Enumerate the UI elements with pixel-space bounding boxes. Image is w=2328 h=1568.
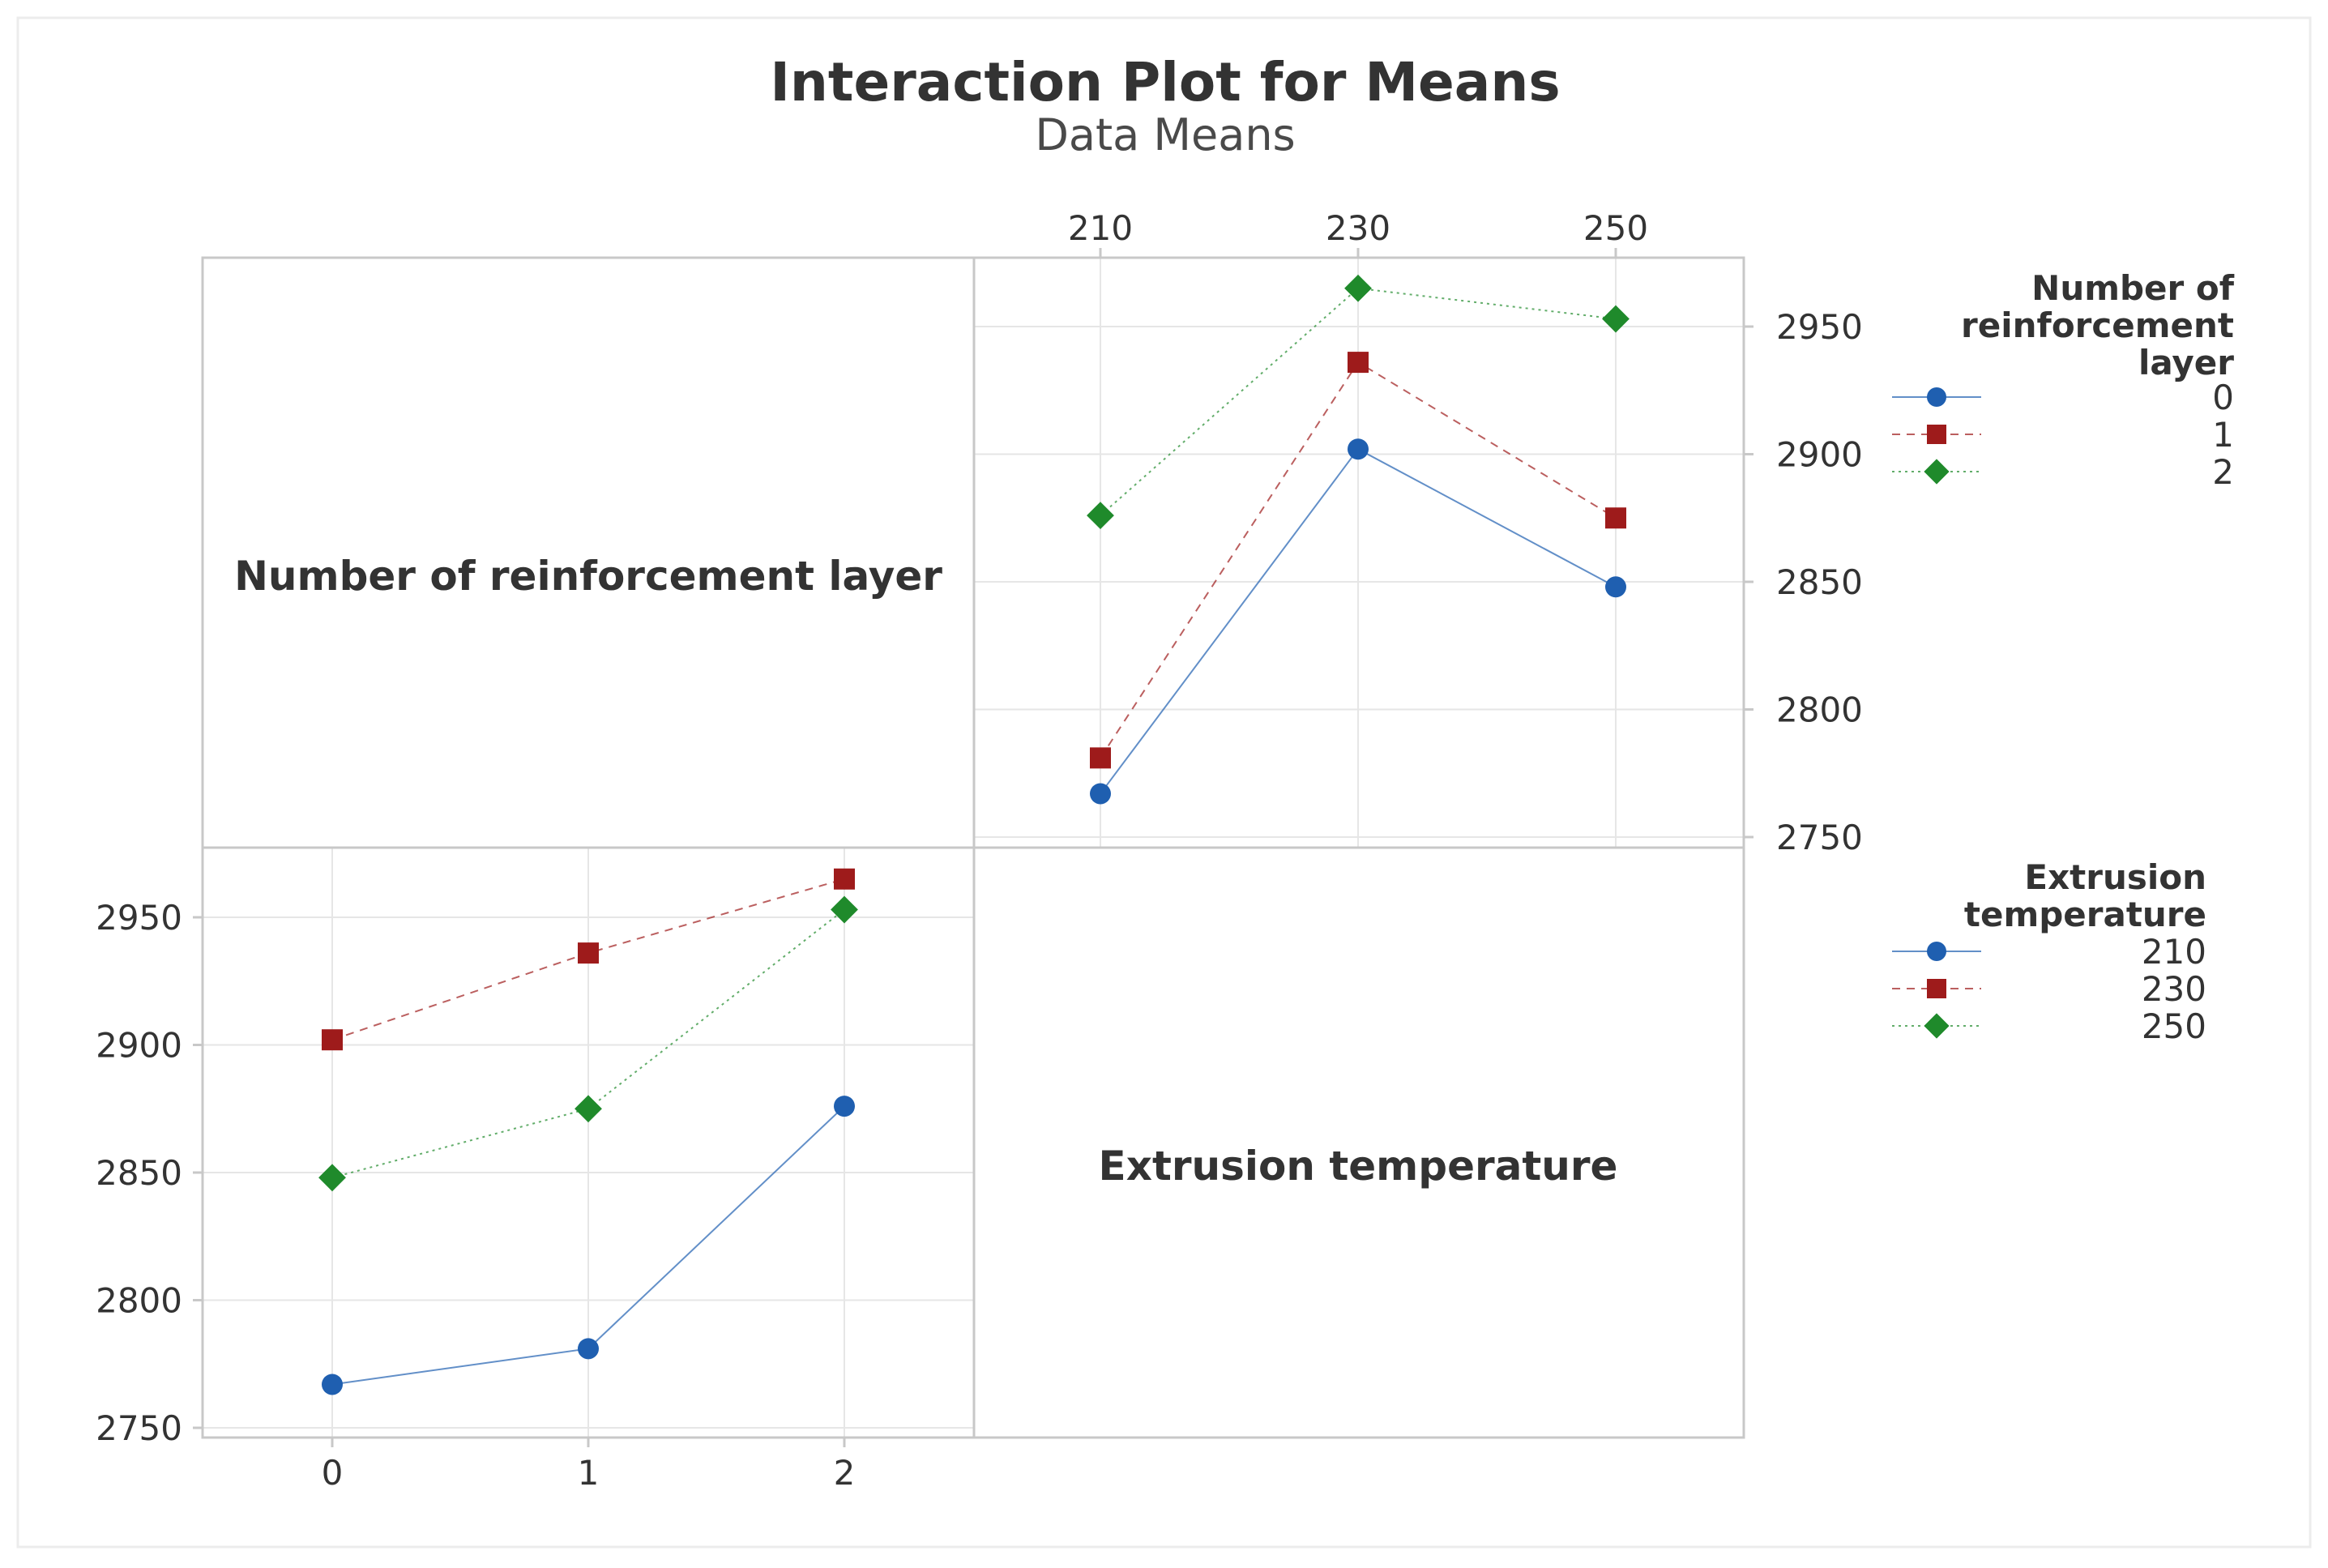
top-point-2-210 <box>1087 502 1114 529</box>
chart-title: Interaction Plot for Means <box>770 51 1560 113</box>
temp-legend-label-230: 230 <box>2142 969 2206 1009</box>
top-x-tick-label-210: 210 <box>1068 208 1133 248</box>
top-y-tick-label-2850: 2850 <box>1776 562 1863 602</box>
temp-legend-label-250: 250 <box>2142 1006 2206 1046</box>
temp-legend-marker-210 <box>1927 942 1946 961</box>
top-point-2-230 <box>1344 274 1372 302</box>
top-point-0-230 <box>1348 438 1369 460</box>
bottom-point-230-0 <box>322 1029 343 1051</box>
top-point-1-250 <box>1605 507 1626 529</box>
bottom-y-tick-label-2900: 2900 <box>96 1026 182 1066</box>
layer-legend-label-1: 1 <box>2212 415 2234 455</box>
bottom-x-tick-label-1: 1 <box>578 1453 600 1493</box>
bottom-point-210-1 <box>578 1338 599 1360</box>
bottom-series-line-250 <box>331 908 845 1179</box>
top-x-tick-label-230: 230 <box>1326 208 1390 248</box>
top-point-0-250 <box>1605 576 1626 598</box>
bottom-y-tick-label-2850: 2850 <box>96 1153 182 1193</box>
temp-legend-label-210: 210 <box>2142 932 2206 972</box>
temp-legend-marker-230 <box>1927 979 1946 998</box>
layer-legend-marker-0 <box>1927 387 1946 407</box>
bottom-x-tick-label-0: 0 <box>322 1453 344 1493</box>
temp-legend-title-line-1: temperature <box>1964 895 2206 934</box>
layer-legend-marker-2 <box>1924 459 1950 485</box>
layer-legend-label-2: 2 <box>2212 452 2234 492</box>
layer-legend-label-0: 0 <box>2212 378 2234 417</box>
layer-legend-title-line-2: layer <box>2138 343 2234 382</box>
bottom-y-tick-label-2750: 2750 <box>96 1408 182 1448</box>
bottom-point-210-2 <box>834 1096 855 1117</box>
bottom-point-230-1 <box>578 942 599 964</box>
top-y-tick-label-2900: 2900 <box>1776 435 1863 475</box>
top-point-1-230 <box>1348 352 1369 374</box>
top-point-1-210 <box>1090 747 1111 769</box>
top-x-tick-label-250: 250 <box>1583 208 1648 248</box>
top-point-2-250 <box>1602 305 1630 333</box>
top-y-tick-label-2950: 2950 <box>1776 307 1863 347</box>
bottom-x-tick-label-2: 2 <box>834 1453 856 1493</box>
layer-legend-marker-1 <box>1927 425 1946 444</box>
layer-legend-title-line-1: reinforcement <box>1961 305 2234 345</box>
bottom-point-210-0 <box>322 1374 343 1395</box>
layer-legend-title-line-0: Number of <box>2031 268 2235 308</box>
bottom-point-250-0 <box>318 1164 346 1192</box>
chart-subtitle: Data Means <box>1035 109 1295 160</box>
temp-legend-marker-250 <box>1924 1013 1950 1039</box>
bottom-y-tick-label-2800: 2800 <box>96 1281 182 1321</box>
top-y-tick-label-2750: 2750 <box>1776 818 1863 857</box>
bottom-point-250-2 <box>831 895 858 924</box>
outer-border <box>16 16 2312 1549</box>
top-y-tick-label-2800: 2800 <box>1776 690 1863 730</box>
bottom-point-250-1 <box>575 1095 602 1123</box>
diagonal-label-temp: Extrusion temperature <box>1099 1143 1618 1190</box>
bottom-point-230-2 <box>834 868 855 890</box>
temp-legend-title-line-0: Extrusion <box>2024 857 2206 897</box>
top-point-0-210 <box>1090 783 1111 805</box>
bottom-y-tick-label-2950: 2950 <box>96 898 182 938</box>
diagonal-label-layer: Number of reinforcement layer <box>234 553 942 600</box>
